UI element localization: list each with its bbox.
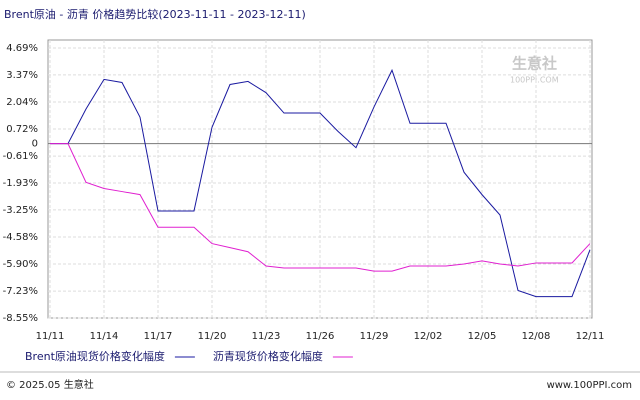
x-tick-label: 12/11 xyxy=(576,331,605,342)
x-tick-label: 11/17 xyxy=(144,331,173,342)
x-tick-label: 12/05 xyxy=(468,331,497,342)
y-tick-label: 0.72% xyxy=(6,124,38,135)
x-tick-label: 11/29 xyxy=(360,331,389,342)
x-tick-label: 11/26 xyxy=(306,331,335,342)
y-tick-label: 3.37% xyxy=(6,70,38,81)
footer-copyright: © 2025.05 生意社 xyxy=(6,378,94,391)
y-tick-label: 2.04% xyxy=(6,97,38,108)
x-tick-label: 11/11 xyxy=(36,331,65,342)
y-tick-label: -1.93% xyxy=(3,178,38,189)
y-tick-label: -7.23% xyxy=(3,286,38,297)
x-tick-label: 12/02 xyxy=(414,331,443,342)
x-tick-label: 12/08 xyxy=(522,331,551,342)
x-tick-label: 11/23 xyxy=(252,331,281,342)
watermark-name: 生意社 xyxy=(512,55,557,73)
y-tick-label: -8.55% xyxy=(3,313,38,324)
legend-label: 沥青现货价格变化幅度 xyxy=(213,349,323,363)
legend-label: Brent原油现货价格变化幅度 xyxy=(25,349,165,363)
y-tick-label: 0 xyxy=(32,139,38,150)
series-line xyxy=(50,68,591,298)
watermark-site: 100PPI.COM xyxy=(510,76,559,85)
series-line xyxy=(50,143,591,272)
x-tick-label: 11/20 xyxy=(198,331,227,342)
x-tick-label: 11/14 xyxy=(90,331,119,342)
chart-title: Brent原油 - 沥青 价格趋势比较(2023-11-11 - 2023-12… xyxy=(4,7,306,21)
footer-site: www.100PPI.com xyxy=(547,380,632,391)
y-tick-label: -3.25% xyxy=(3,205,38,216)
y-tick-label: -5.90% xyxy=(3,259,38,270)
y-tick-label: 4.69% xyxy=(6,43,38,54)
y-tick-label: -0.61% xyxy=(3,151,38,162)
y-tick-label: -4.58% xyxy=(3,232,38,243)
